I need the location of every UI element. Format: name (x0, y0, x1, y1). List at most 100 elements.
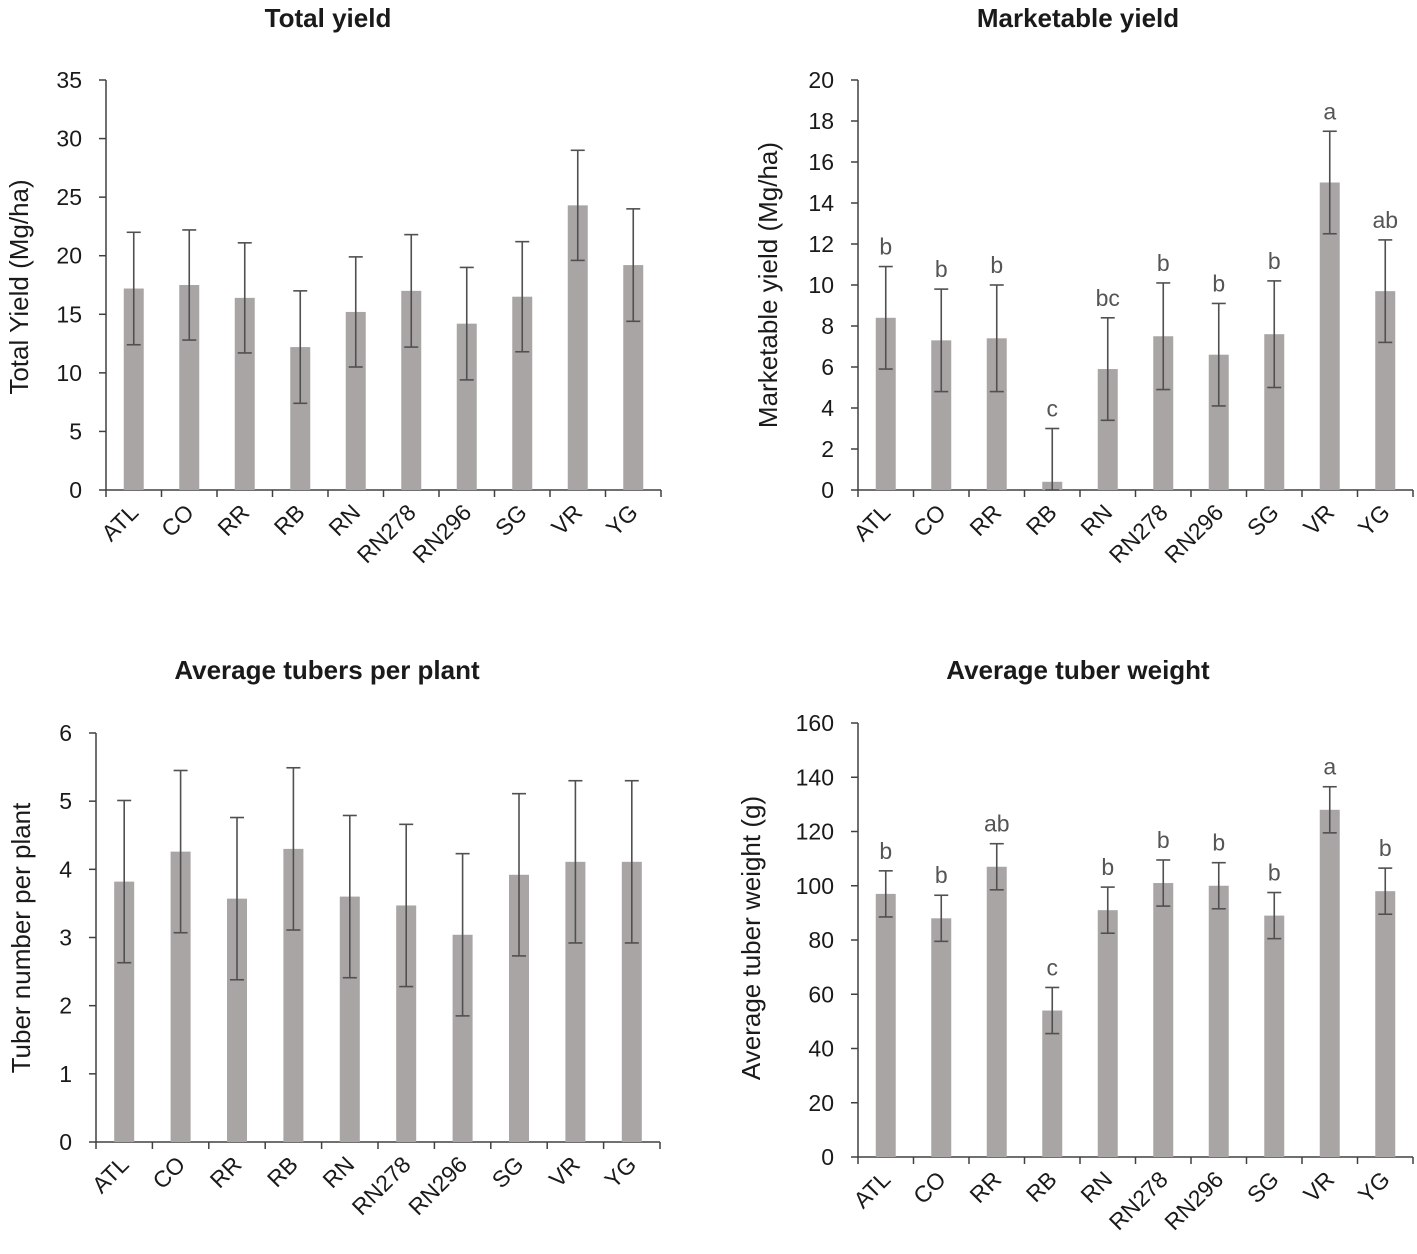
significance-letter: b (1268, 248, 1281, 274)
x-tick-label: RN296 (1159, 499, 1228, 568)
y-tick-label: 1 (59, 1061, 72, 1087)
bar (1097, 369, 1118, 490)
bar (234, 297, 255, 490)
bar (1153, 883, 1174, 1157)
bar (396, 905, 417, 1142)
y-tick-label: 140 (796, 764, 834, 790)
x-tick-label: SG (490, 499, 532, 541)
y-tick-label: 15 (56, 301, 82, 327)
bar (452, 934, 473, 1142)
y-tick-label: 120 (796, 819, 834, 845)
y-tick-label: 6 (59, 720, 72, 746)
significance-letter: b (1379, 835, 1392, 861)
bar (931, 340, 952, 490)
x-tick-label: RN278 (347, 1151, 416, 1220)
significance-letter: b (1157, 250, 1170, 276)
y-tick-label: 35 (56, 67, 82, 93)
bar (114, 881, 135, 1142)
y-tick-label: 0 (821, 1144, 834, 1170)
bar (179, 285, 200, 490)
bar (401, 290, 422, 490)
x-tick-label: RB (262, 1151, 303, 1192)
significance-letter: ab (1372, 207, 1398, 233)
y-tick-label: 10 (56, 360, 82, 386)
x-tick-label: RR (212, 499, 254, 541)
x-tick-label: ATL (848, 1166, 895, 1213)
chart-title: Marketable yield (977, 3, 1179, 33)
x-tick-label: VR (546, 499, 587, 540)
bar (123, 288, 144, 490)
y-tick-label: 20 (808, 1090, 834, 1116)
chart-average-tuber-weight: Average tuber weight Average tuber weigh… (736, 655, 1414, 1235)
significance-letter: a (1323, 754, 1336, 780)
bar (986, 866, 1007, 1157)
x-tick-label: RR (964, 1166, 1006, 1208)
y-axis-label: Tuber number per plant (6, 802, 36, 1074)
y-tick-label: 0 (59, 1129, 72, 1155)
y-tick-label: 12 (808, 231, 834, 257)
significance-letter: b (1212, 830, 1225, 856)
y-tick-label: 5 (69, 418, 82, 444)
bar (1319, 182, 1340, 490)
x-tick-label: ATL (848, 499, 895, 546)
x-tick-label: ATL (96, 499, 143, 546)
chart-average-tubers-per-plant: Average tubers per plant Tuber number pe… (6, 655, 661, 1220)
bar (456, 323, 477, 490)
x-tick-label: RB (1021, 1166, 1062, 1207)
significance-letter: b (1101, 854, 1114, 880)
significance-letter: b (935, 256, 948, 282)
x-tick-label: VR (544, 1151, 585, 1192)
y-tick-label: 18 (808, 108, 834, 134)
x-tick-label: RN278 (352, 499, 421, 568)
chart-title: Average tubers per plant (174, 655, 480, 685)
y-tick-label: 8 (821, 313, 834, 339)
y-tick-label: 10 (808, 272, 834, 298)
x-tick-label: RN296 (403, 1151, 472, 1220)
bar (283, 848, 304, 1142)
y-tick-label: 0 (821, 477, 834, 503)
x-tick-label: RN (1075, 499, 1117, 541)
bar (512, 296, 533, 490)
y-tick-label: 30 (56, 126, 82, 152)
y-axis-label: Total Yield (Mg/ha) (4, 179, 34, 394)
x-tick-label: VR (1298, 1166, 1339, 1207)
significance-letter: b (1157, 827, 1170, 853)
bar (1153, 336, 1174, 490)
y-tick-label: 2 (821, 436, 834, 462)
y-axis-label: Marketable yield (Mg/ha) (753, 142, 783, 428)
bar (1375, 891, 1396, 1157)
x-tick-label: RN (317, 1151, 359, 1193)
x-tick-label: RN296 (407, 499, 476, 568)
significance-letter: bc (1096, 285, 1120, 311)
bar (875, 893, 896, 1157)
x-tick-label: RN296 (1159, 1166, 1228, 1235)
x-tick-label: VR (1298, 499, 1339, 540)
x-tick-label: RB (1021, 499, 1062, 540)
x-tick-label: YG (599, 1151, 641, 1193)
bar (1208, 885, 1229, 1157)
y-tick-label: 14 (808, 190, 834, 216)
bar (1208, 354, 1229, 490)
x-tick-label: RR (205, 1151, 247, 1193)
chart-total-yield: Total yield Total Yield (Mg/ha) 0 5 10 15 20… (4, 3, 662, 568)
x-tick-label: YG (1353, 1166, 1395, 1208)
y-tick-label: 160 (796, 710, 834, 736)
x-tick-label: RN278 (1104, 499, 1173, 568)
bar (875, 317, 896, 490)
bar (1319, 809, 1340, 1157)
bar (1264, 915, 1285, 1157)
x-tick-label: RN (323, 499, 365, 541)
y-tick-label: 6 (821, 354, 834, 380)
x-tick-label: RR (964, 499, 1006, 541)
significance-letter: a (1323, 98, 1336, 124)
y-tick-label: 60 (808, 981, 834, 1007)
significance-letter: c (1047, 396, 1059, 422)
significance-letter: b (879, 838, 892, 864)
bar (1375, 291, 1396, 490)
bar (565, 861, 586, 1142)
y-tick-label: 20 (808, 67, 834, 93)
y-tick-label: 0 (69, 477, 82, 503)
bar (621, 861, 642, 1142)
bar (227, 898, 247, 1142)
